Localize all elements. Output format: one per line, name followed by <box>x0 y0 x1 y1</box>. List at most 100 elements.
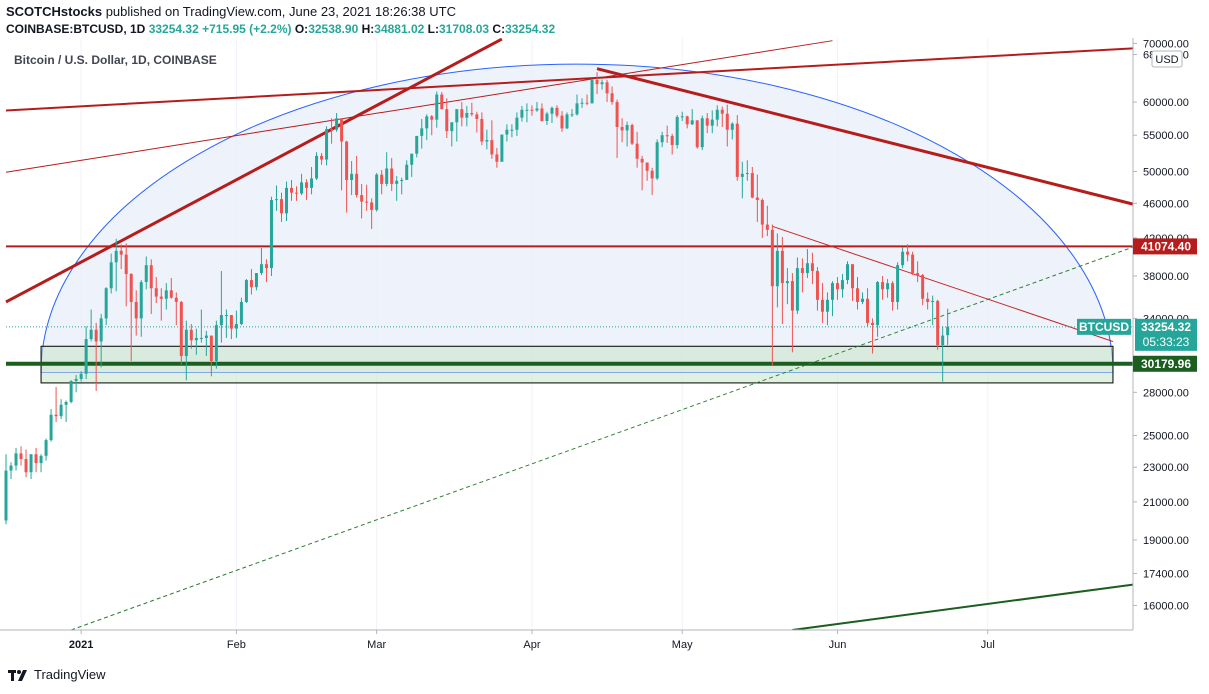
candle[interactable] <box>425 114 429 141</box>
candle[interactable] <box>700 115 704 151</box>
candle[interactable] <box>725 104 729 147</box>
candle[interactable] <box>14 447 18 471</box>
candle[interactable] <box>234 310 238 338</box>
candle[interactable] <box>575 94 579 116</box>
candle[interactable] <box>9 462 13 479</box>
candle[interactable] <box>315 152 319 181</box>
candle[interactable] <box>400 177 404 195</box>
candle[interactable] <box>665 125 669 143</box>
candle[interactable] <box>931 295 935 326</box>
candle[interactable] <box>655 139 659 181</box>
candle[interactable] <box>540 103 544 122</box>
candle[interactable] <box>119 244 123 270</box>
candle[interactable] <box>410 153 414 177</box>
candle[interactable] <box>450 122 454 147</box>
candle[interactable] <box>214 320 218 369</box>
candle[interactable] <box>405 160 409 181</box>
candle[interactable] <box>305 179 309 200</box>
candle[interactable] <box>505 124 509 142</box>
candle[interactable] <box>209 335 213 377</box>
candle[interactable] <box>164 283 168 310</box>
candle[interactable] <box>500 134 504 162</box>
candle[interactable] <box>290 180 294 201</box>
candle[interactable] <box>455 109 459 142</box>
descending-trend-line[interactable] <box>596 67 1134 206</box>
candle[interactable] <box>19 446 23 466</box>
candle[interactable] <box>715 105 719 127</box>
candle[interactable] <box>585 94 589 106</box>
candle[interactable] <box>264 259 268 283</box>
candle[interactable] <box>249 269 253 295</box>
candle[interactable] <box>300 173 304 196</box>
candle[interactable] <box>555 105 559 118</box>
candle[interactable] <box>375 173 379 212</box>
tradingview-brand[interactable]: TradingView <box>34 667 106 682</box>
candle[interactable] <box>330 118 334 144</box>
candle[interactable] <box>59 399 63 420</box>
candle[interactable] <box>129 273 133 362</box>
candle[interactable] <box>4 454 8 525</box>
candle[interactable] <box>124 243 128 307</box>
publisher-name[interactable]: SCOTCHstocks <box>6 4 103 19</box>
candle[interactable] <box>370 198 374 229</box>
candle[interactable] <box>525 103 529 123</box>
candle[interactable] <box>415 135 419 158</box>
candle[interactable] <box>435 91 439 128</box>
candle[interactable] <box>740 161 744 199</box>
candle[interactable] <box>710 110 714 134</box>
candle[interactable] <box>635 131 639 168</box>
candle[interactable] <box>259 248 263 276</box>
candle[interactable] <box>730 122 734 140</box>
candle[interactable] <box>820 283 824 323</box>
candle[interactable] <box>385 152 389 187</box>
candle[interactable] <box>590 78 594 104</box>
candle[interactable] <box>685 115 689 129</box>
candle[interactable] <box>570 109 574 117</box>
candle[interactable] <box>139 280 143 337</box>
candle[interactable] <box>946 308 950 345</box>
candle[interactable] <box>941 326 945 382</box>
candle[interactable] <box>189 324 193 349</box>
candle[interactable] <box>24 449 28 478</box>
candle[interactable] <box>109 253 113 294</box>
candle[interactable] <box>896 262 900 310</box>
candle[interactable] <box>169 278 173 299</box>
long-term-trend-line[interactable] <box>70 246 1134 631</box>
candle[interactable] <box>199 309 203 343</box>
candle[interactable] <box>460 102 464 127</box>
candle[interactable] <box>840 274 844 298</box>
time-axis[interactable] <box>0 630 1209 656</box>
candle[interactable] <box>154 277 158 304</box>
candle[interactable] <box>204 330 208 357</box>
candle[interactable] <box>269 196 273 277</box>
candle[interactable] <box>630 123 634 146</box>
candle[interactable] <box>470 102 474 117</box>
candle[interactable] <box>690 109 694 125</box>
candle[interactable] <box>274 185 278 211</box>
candle[interactable] <box>610 86 614 105</box>
candle[interactable] <box>856 277 860 310</box>
candle[interactable] <box>244 279 248 304</box>
candle[interactable] <box>79 371 83 382</box>
candle[interactable] <box>815 267 819 311</box>
candle[interactable] <box>780 237 784 325</box>
candle[interactable] <box>335 113 339 132</box>
candle[interactable] <box>515 112 519 136</box>
candle[interactable] <box>224 309 228 338</box>
upper-channel-line[interactable] <box>5 47 1134 112</box>
candle[interactable] <box>480 112 484 146</box>
candle[interactable] <box>911 251 915 276</box>
candle[interactable] <box>866 288 870 327</box>
candle[interactable] <box>906 244 910 262</box>
candle[interactable] <box>760 198 764 238</box>
candle[interactable] <box>114 238 118 292</box>
candle[interactable] <box>600 79 604 90</box>
candle[interactable] <box>74 375 78 393</box>
candle[interactable] <box>29 454 33 479</box>
candle[interactable] <box>84 326 88 379</box>
candle[interactable] <box>921 274 925 306</box>
candle[interactable] <box>881 276 885 300</box>
candle[interactable] <box>345 140 349 213</box>
candle[interactable] <box>104 287 108 326</box>
currency-badge[interactable] <box>1151 50 1183 68</box>
